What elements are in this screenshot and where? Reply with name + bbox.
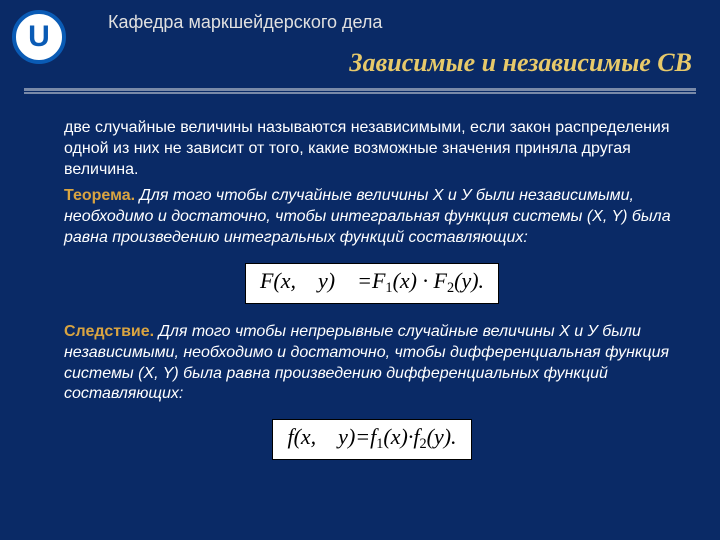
f2-comma: , xyxy=(311,424,339,449)
f1-sub1: 1 xyxy=(385,280,392,296)
f2-eq: = xyxy=(355,424,370,449)
f2-sub2: 2 xyxy=(419,436,426,452)
department-label: Кафедра маркшейдерского дела xyxy=(108,12,382,33)
f1-rp2: ). xyxy=(471,268,484,293)
f2-rp2: ). xyxy=(444,424,457,449)
intro-text: две случайные величины называются незави… xyxy=(64,118,680,180)
f1-rp: ) xyxy=(328,268,335,293)
formula-2-wrap: f(x, y)=f1(x)·f2(y). xyxy=(64,419,680,460)
content: две случайные величины называются незави… xyxy=(64,118,680,478)
slide: U Кафедра маркшейдерского дела Зависимые… xyxy=(0,0,720,540)
f1-rp1: ) xyxy=(410,268,417,293)
formula-1: F(x, y) =F1(x) · F2(y). xyxy=(245,263,499,304)
corollary-text: Для того чтобы непрерывные случайные вел… xyxy=(64,323,669,402)
theorem-text: Для того чтобы случайные величины Х и У … xyxy=(64,187,671,246)
f1-x1: x xyxy=(400,268,410,293)
corollary-paragraph: Следствие. Для того чтобы непрерывные сл… xyxy=(64,322,680,405)
f1-y2: y xyxy=(461,268,471,293)
divider-top xyxy=(24,88,696,91)
f1-F1: F xyxy=(372,268,385,293)
f2-lp: ( xyxy=(294,424,301,449)
f2-x1: x xyxy=(391,424,401,449)
f1-comma: , xyxy=(291,268,319,293)
f2-rp1: ) xyxy=(401,424,408,449)
f2-y2: y xyxy=(434,424,444,449)
f1-lp1: ( xyxy=(393,268,400,293)
logo-letter: U xyxy=(28,22,50,52)
f1-F2: F xyxy=(434,268,447,293)
divider xyxy=(24,88,696,94)
f2-y: y xyxy=(338,424,348,449)
slide-title: Зависимые и независимые СВ xyxy=(349,48,692,78)
f1-F: F xyxy=(260,268,273,293)
theorem-paragraph: Теорема. Для того чтобы случайные величи… xyxy=(64,186,680,248)
formula-2: f(x, y)=f1(x)·f2(y). xyxy=(272,419,471,460)
theorem-label: Теорема. xyxy=(64,187,135,204)
f1-y: y xyxy=(318,268,328,293)
f1-x: x xyxy=(281,268,291,293)
f2-lp2: ( xyxy=(427,424,434,449)
f1-eq: = xyxy=(335,268,372,293)
divider-bottom xyxy=(24,92,696,94)
corollary-label: Следствие. xyxy=(64,323,154,340)
f2-lp1: ( xyxy=(383,424,390,449)
formula-1-wrap: F(x, y) =F1(x) · F2(y). xyxy=(64,263,680,304)
f1-dot: · xyxy=(417,268,434,293)
logo: U xyxy=(12,10,66,64)
f1-lp: ( xyxy=(273,268,280,293)
f2-x: x xyxy=(301,424,311,449)
